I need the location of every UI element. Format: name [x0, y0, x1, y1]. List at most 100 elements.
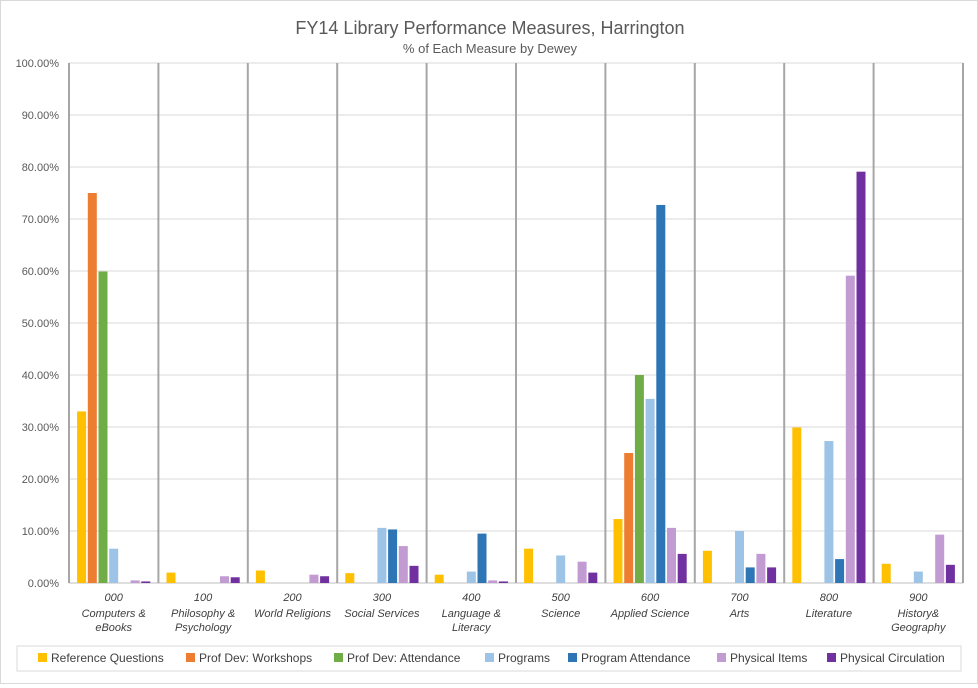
- bar: [577, 561, 587, 583]
- y-axis-ticks: 0.00% 10.00% 20.00% 30.00% 40.00% 50.00% 60.00…: [16, 58, 60, 590]
- category-separators: [68, 63, 964, 583]
- bar: [735, 531, 744, 583]
- x-category-name: Computers &: [82, 608, 146, 620]
- x-category-name: Language &: [442, 608, 501, 620]
- bar: [634, 375, 644, 583]
- legend-label: Programs: [498, 651, 550, 665]
- legend-swatch: [568, 653, 577, 662]
- bar: [756, 553, 766, 583]
- legend-item: Physical Circulation: [827, 651, 945, 665]
- legend-item: Prof Dev: Attendance: [334, 651, 461, 665]
- chart-subtitle: % of Each Measure by Dewey: [403, 41, 578, 56]
- legend-swatch: [186, 653, 195, 662]
- x-category-name: Applied Science: [610, 608, 690, 620]
- bar: [345, 573, 355, 583]
- x-tick-label: 900: [909, 592, 928, 604]
- x-tick-label: 500: [552, 592, 571, 604]
- x-category-name: History&: [898, 608, 940, 620]
- bar: [166, 572, 176, 583]
- x-tick-label: 100: [194, 592, 213, 604]
- legend-swatch: [485, 653, 494, 662]
- bar: [588, 572, 598, 583]
- bar: [824, 441, 834, 583]
- bar: [109, 548, 119, 583]
- x-category-name: Science: [541, 608, 580, 620]
- legend-swatch: [38, 653, 47, 662]
- bar: [77, 411, 87, 583]
- x-category-name: Psychology: [175, 622, 233, 634]
- bar: [945, 564, 955, 583]
- bar: [792, 427, 802, 583]
- x-category-name: Literacy: [452, 622, 492, 634]
- chart-title: FY14 Library Performance Measures, Harri…: [295, 18, 684, 38]
- x-tick-label: 600: [641, 592, 660, 604]
- legend-item: Prof Dev: Workshops: [186, 651, 312, 665]
- y-tick-label: 70.00%: [22, 214, 60, 226]
- bar: [255, 570, 265, 583]
- x-tick-label: 700: [730, 592, 749, 604]
- y-tick-label: 30.00%: [22, 422, 60, 434]
- y-tick-label: 0.00%: [28, 578, 59, 590]
- y-tick-label: 100.00%: [16, 58, 60, 70]
- bar: [87, 193, 97, 583]
- legend-item: Reference Questions: [38, 651, 164, 665]
- bar: [398, 546, 408, 583]
- x-axis-labels: 000 Computers & eBooks 100 Philosophy & Psych…: [82, 592, 947, 634]
- bar: [230, 577, 240, 583]
- x-tick-label: 200: [282, 592, 302, 604]
- bar: [220, 576, 229, 583]
- y-tick-label: 40.00%: [22, 370, 60, 382]
- x-category-name: eBooks: [95, 622, 132, 634]
- bar: [434, 574, 444, 583]
- bar: [767, 567, 777, 583]
- bar: [309, 574, 319, 583]
- bar: [388, 529, 398, 583]
- bar: [409, 565, 419, 583]
- x-tick-label: 400: [462, 592, 481, 604]
- bar: [613, 519, 623, 583]
- bar: [141, 581, 151, 583]
- bar: [645, 398, 655, 583]
- bar: [856, 171, 866, 583]
- bar: [845, 275, 855, 583]
- x-category-name: Geography: [891, 622, 947, 634]
- bar: [935, 534, 945, 583]
- legend-label: Physical Circulation: [840, 651, 945, 665]
- y-tick-label: 90.00%: [22, 110, 60, 122]
- legend-swatch: [334, 653, 343, 662]
- legend-swatch: [717, 653, 726, 662]
- y-tick-label: 60.00%: [22, 266, 60, 278]
- bar: [466, 571, 476, 583]
- x-tick-label: 300: [373, 592, 392, 604]
- x-category-name: Philosophy &: [171, 608, 235, 620]
- x-category-name: Social Services: [344, 608, 420, 620]
- bar: [745, 567, 755, 583]
- bar: [835, 559, 845, 583]
- bar: [677, 553, 687, 583]
- bar: [477, 533, 487, 583]
- y-tick-label: 80.00%: [22, 162, 60, 174]
- legend-label: Physical Items: [730, 651, 807, 665]
- x-category-name: Arts: [729, 608, 750, 620]
- bar: [702, 550, 712, 583]
- bar: [488, 580, 498, 583]
- bar: [881, 563, 891, 583]
- legend-item: Physical Items: [717, 651, 807, 665]
- bar: [98, 271, 108, 583]
- y-tick-label: 20.00%: [22, 474, 60, 486]
- legend-label: Reference Questions: [51, 651, 164, 665]
- x-tick-label: 800: [820, 592, 839, 604]
- bar: [524, 548, 534, 583]
- bar: [913, 571, 923, 583]
- bar: [556, 555, 566, 583]
- x-category-name: World Religions: [254, 608, 332, 620]
- y-tick-label: 10.00%: [22, 526, 60, 538]
- legend: Reference Questions Prof Dev: Workshops Pr…: [38, 651, 945, 665]
- x-category-name: Literature: [806, 608, 852, 620]
- bar: [624, 453, 634, 583]
- legend-label: Program Attendance: [581, 651, 691, 665]
- bar: [320, 576, 330, 583]
- bars: [77, 171, 955, 583]
